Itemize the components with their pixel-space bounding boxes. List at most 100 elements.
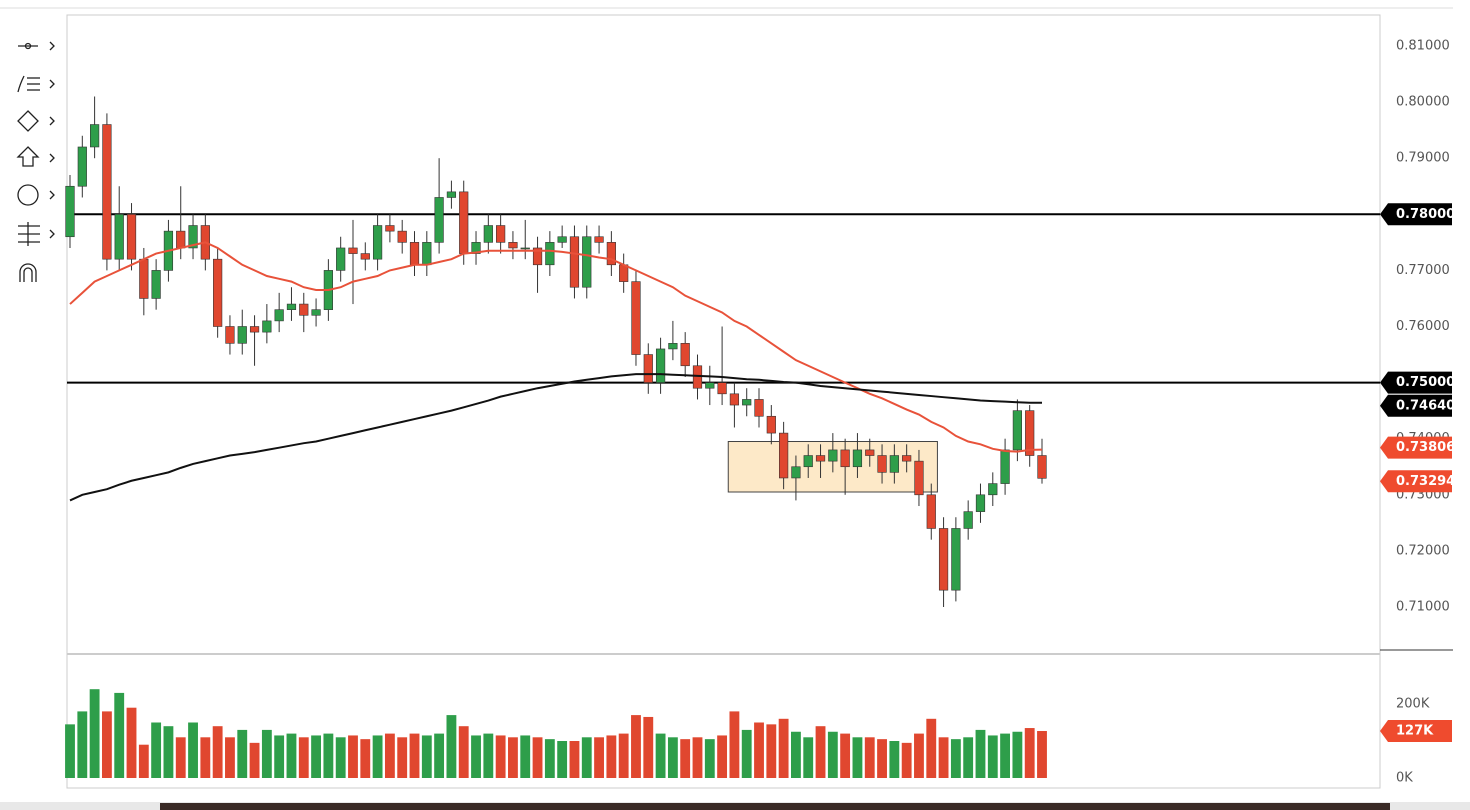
- volume-bar: [175, 737, 186, 778]
- candle-body: [594, 236, 604, 243]
- candle-body: [742, 399, 752, 406]
- volume-tag: [1380, 720, 1452, 743]
- volume-bar: [729, 711, 740, 778]
- y-tick-label: 0.71000: [1396, 600, 1450, 615]
- volume-bar: [286, 733, 297, 778]
- volume-bar: [397, 737, 408, 778]
- candle-body: [963, 511, 973, 529]
- candle-body: [1037, 455, 1047, 479]
- tool-pattern[interactable]: [18, 222, 55, 246]
- y-tick-label: 0.80000: [1396, 95, 1450, 110]
- volume-bar: [680, 739, 691, 778]
- candle-body: [176, 230, 186, 249]
- candle-body: [791, 466, 801, 479]
- ma-fast-tag: [1380, 436, 1452, 459]
- volume-bar: [643, 716, 654, 778]
- volume-bar: [692, 737, 703, 778]
- candle-body: [643, 354, 653, 383]
- volume-bar: [384, 733, 395, 778]
- candle-body: [803, 455, 813, 468]
- volume-bar: [889, 741, 900, 778]
- volume-bar: [446, 715, 457, 778]
- volume-bar: [77, 711, 88, 778]
- candle-body: [569, 236, 580, 288]
- candle-body: [90, 124, 100, 148]
- volume-bar: [914, 733, 924, 778]
- candle-body: [705, 382, 715, 389]
- candle-body: [360, 253, 370, 260]
- tool-fib[interactable]: [17, 75, 55, 93]
- volume-bar: [138, 744, 149, 778]
- volume-bar: [963, 737, 974, 778]
- candle-body: [619, 264, 629, 282]
- candle-body: [520, 247, 530, 250]
- candle-body: [840, 449, 850, 468]
- volume-bar: [877, 739, 887, 778]
- candle-body: [348, 247, 358, 254]
- volume-bar: [495, 735, 506, 778]
- candle-body: [397, 230, 407, 243]
- volume-bar: [360, 739, 371, 778]
- candle-body: [213, 258, 223, 327]
- y-tick-label: 0.77000: [1396, 263, 1450, 278]
- volume-bar: [434, 733, 445, 778]
- candle-body: [496, 225, 506, 243]
- volume-bar: [508, 737, 518, 778]
- candle-body: [766, 415, 776, 434]
- volume-tag-label: 127K: [1396, 724, 1434, 739]
- volume-bar: [458, 726, 469, 778]
- volume-bar: [778, 718, 789, 778]
- volume-bar: [741, 729, 752, 778]
- bottom-bar: [160, 803, 1390, 810]
- volume-bar: [335, 737, 346, 778]
- volume-bar: [101, 711, 112, 778]
- candle-body: [249, 326, 260, 333]
- volume-bar: [667, 737, 678, 778]
- candle-body: [102, 124, 112, 260]
- candle-body: [815, 455, 826, 462]
- candle-body: [828, 449, 838, 462]
- volume-bar: [581, 737, 592, 778]
- tool-arrow[interactable]: [16, 146, 55, 167]
- candle-body: [865, 449, 875, 456]
- hline-tag-label: 0.75000: [1396, 375, 1455, 390]
- candle-body: [299, 303, 309, 316]
- ma-fast-tag-label: 0.73806: [1396, 440, 1455, 455]
- volume-bar: [114, 692, 125, 778]
- candle-body: [126, 214, 137, 260]
- volume-bar: [938, 737, 949, 778]
- candle-body: [483, 225, 493, 243]
- volume-bar: [631, 715, 641, 778]
- y-tick-label: 0.72000: [1396, 543, 1450, 558]
- candle-body: [336, 247, 346, 271]
- ma-fast-line: [69, 241, 1043, 453]
- candle-body: [77, 146, 87, 187]
- candle-body: [409, 242, 420, 266]
- tool-line[interactable]: [18, 41, 55, 51]
- y-tick-label: 0.81000: [1396, 39, 1450, 54]
- volume-bar: [864, 737, 875, 778]
- volume-bar: [261, 729, 272, 778]
- volume-bar: [544, 739, 555, 778]
- volume-bar: [655, 733, 666, 778]
- volume-bar: [704, 739, 715, 778]
- volume-bar: [249, 742, 260, 778]
- candle-body: [914, 460, 924, 496]
- tool-shape[interactable]: [17, 110, 55, 132]
- volume-bar: [618, 733, 629, 778]
- candle-body: [311, 309, 321, 316]
- volume-bar: [225, 737, 235, 778]
- tool-magnet[interactable]: [19, 263, 37, 282]
- candle-body: [225, 326, 235, 344]
- volume-bar: [323, 733, 334, 778]
- volume-bar: [815, 726, 826, 778]
- tool-count[interactable]: [17, 184, 55, 206]
- candle-body: [668, 343, 678, 350]
- candle-body: [729, 393, 740, 406]
- volume-bar: [950, 739, 961, 778]
- volume-bar: [852, 737, 863, 778]
- candle-body: [655, 348, 666, 383]
- candle-body: [446, 191, 457, 198]
- plot-frame: [66, 14, 1381, 789]
- volume-bar: [163, 726, 174, 778]
